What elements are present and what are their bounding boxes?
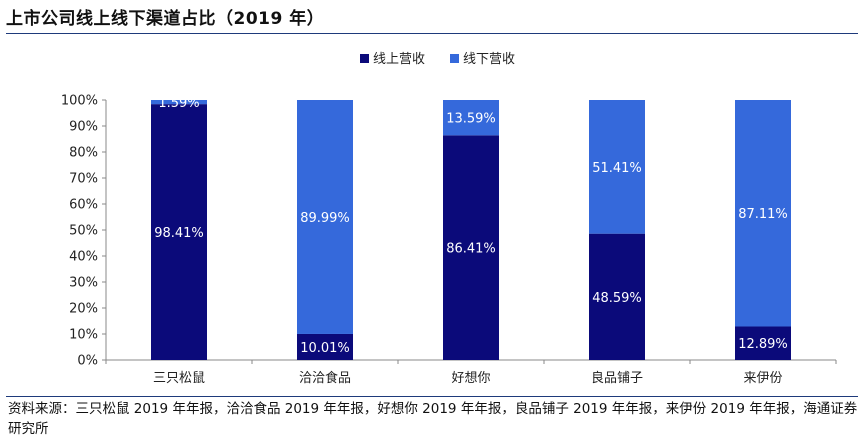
x-tick-label: 三只松鼠 bbox=[153, 371, 205, 386]
bar-online-4 bbox=[735, 326, 791, 360]
x-tick-label: 洽洽食品 bbox=[299, 370, 351, 386]
bar-online-3 bbox=[589, 233, 645, 360]
bar-offline-3 bbox=[589, 100, 645, 234]
title-divider bbox=[6, 33, 858, 34]
y-tick-label: 100% bbox=[61, 94, 98, 109]
data-label-online-1: 10.01% bbox=[300, 341, 350, 356]
y-tick-label: 50% bbox=[69, 224, 98, 239]
y-tick-label: 90% bbox=[69, 120, 98, 135]
bar-online-2 bbox=[443, 135, 499, 360]
y-tick-label: 20% bbox=[69, 302, 98, 317]
data-label-offline-4: 87.11% bbox=[738, 207, 788, 222]
bar-offline-0 bbox=[151, 100, 207, 105]
data-label-online-4: 12.89% bbox=[738, 337, 788, 352]
legend-label-offline: 线下营收 bbox=[463, 52, 515, 67]
legend-label-online: 线上营收 bbox=[373, 52, 425, 67]
source-divider bbox=[6, 396, 858, 397]
y-tick-label: 0% bbox=[77, 354, 98, 369]
x-tick-label: 良品铺子 bbox=[591, 370, 643, 386]
bar-offline-4 bbox=[735, 100, 791, 327]
y-tick-label: 60% bbox=[69, 198, 98, 213]
y-tick-label: 80% bbox=[69, 146, 98, 161]
data-label-offline-3: 51.41% bbox=[592, 161, 642, 176]
legend-swatch-online bbox=[360, 54, 369, 63]
data-label-online-2: 86.41% bbox=[446, 242, 496, 257]
page-title: 上市公司线上线下渠道占比（2019 年） bbox=[6, 9, 325, 29]
bar-online-0 bbox=[151, 104, 207, 360]
y-tick-label: 10% bbox=[69, 328, 98, 343]
data-label-online-0: 98.41% bbox=[154, 226, 204, 241]
data-label-offline-2: 13.59% bbox=[446, 112, 496, 127]
data-label-offline-0: 1.59% bbox=[158, 96, 199, 111]
data-label-offline-1: 89.99% bbox=[300, 211, 350, 226]
bar-offline-2 bbox=[443, 100, 499, 136]
y-tick-label: 30% bbox=[69, 276, 98, 291]
bar-online-1 bbox=[297, 333, 353, 360]
legend-swatch-offline bbox=[450, 54, 459, 63]
bar-offline-1 bbox=[297, 100, 353, 334]
y-tick-label: 70% bbox=[69, 172, 98, 187]
data-label-online-3: 48.59% bbox=[592, 291, 642, 306]
y-tick-label: 40% bbox=[69, 250, 98, 265]
stacked-bar-chart: 线上营收 线下营收 0% 10% 20% 30% 40% 50% 60% 70% 80% 90% 100… bbox=[61, 52, 837, 386]
x-tick-label: 好想你 bbox=[451, 370, 490, 386]
source-note: 资料来源：三只松鼠 2019 年年报，洽洽食品 2019 年年报，好想你 201… bbox=[8, 401, 858, 437]
x-tick-label: 来伊份 bbox=[743, 371, 782, 386]
